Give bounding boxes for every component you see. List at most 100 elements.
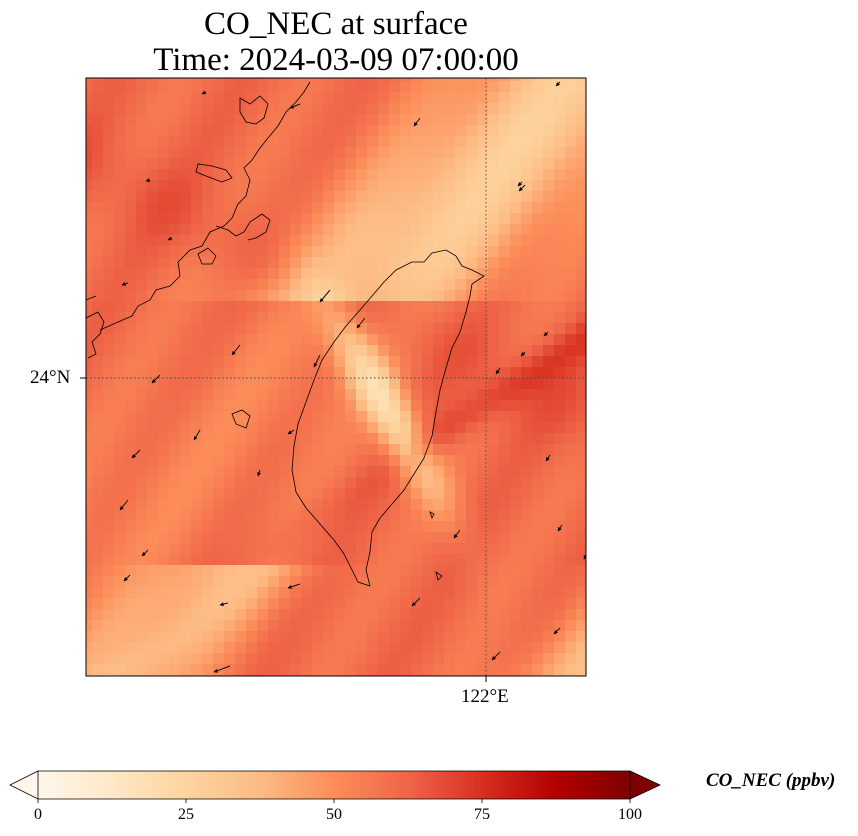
field-cell	[70, 290, 82, 302]
field-cell	[279, 279, 291, 291]
field-cell	[411, 422, 423, 434]
field-cell	[235, 554, 247, 566]
field-cell	[92, 433, 104, 445]
field-cell	[521, 180, 533, 192]
field-cell	[213, 81, 225, 93]
field-cell	[345, 213, 357, 225]
field-cell	[499, 312, 511, 324]
field-cell	[70, 609, 82, 621]
field-cell	[213, 609, 225, 621]
field-cell	[477, 345, 489, 357]
field-cell	[400, 411, 412, 423]
field-cell	[455, 653, 467, 665]
field-cell	[246, 411, 258, 423]
field-cell	[70, 543, 82, 555]
field-cell	[158, 92, 170, 104]
field-cell	[499, 653, 511, 665]
field-cell	[576, 301, 586, 313]
field-cell	[290, 246, 302, 258]
field-cell	[312, 378, 324, 390]
field-cell	[576, 389, 586, 401]
field-cell	[235, 92, 247, 104]
field-cell	[235, 356, 247, 368]
field-cell	[147, 433, 159, 445]
field-cell	[521, 565, 533, 577]
field-cell	[411, 488, 423, 500]
field-cell	[169, 312, 181, 324]
field-cell	[367, 334, 379, 346]
field-cell	[499, 510, 511, 522]
field-cell	[202, 642, 214, 654]
field-cell	[334, 532, 346, 544]
field-cell	[70, 653, 82, 665]
field-cell	[356, 268, 368, 280]
field-cell	[213, 422, 225, 434]
field-cell	[422, 642, 434, 654]
field-cell	[246, 147, 258, 159]
field-cell	[213, 323, 225, 335]
field-cell	[301, 488, 313, 500]
field-cell	[290, 378, 302, 390]
field-cell	[257, 499, 269, 511]
field-cell	[202, 477, 214, 489]
field-cell	[587, 631, 599, 643]
field-cell	[532, 323, 544, 335]
field-cell	[455, 235, 467, 247]
field-cell	[389, 642, 401, 654]
field-cell	[268, 78, 280, 82]
field-cell	[312, 411, 324, 423]
field-cell	[125, 180, 137, 192]
field-cell	[367, 631, 379, 643]
field-cell	[290, 554, 302, 566]
field-cell	[202, 224, 214, 236]
field-cell	[125, 78, 137, 82]
field-cell	[70, 235, 82, 247]
field-cell	[521, 466, 533, 478]
field-cell	[191, 92, 203, 104]
field-cell	[323, 444, 335, 456]
field-cell	[301, 290, 313, 302]
field-cell	[136, 213, 148, 225]
field-cell	[257, 235, 269, 247]
field-cell	[268, 169, 280, 181]
field-cell	[499, 488, 511, 500]
field-cell	[191, 279, 203, 291]
field-cell	[202, 81, 214, 93]
field-cell	[114, 180, 126, 192]
field-cell	[334, 488, 346, 500]
field-cell	[433, 103, 445, 115]
field-cell	[169, 422, 181, 434]
field-cell	[103, 158, 115, 170]
field-cell	[521, 378, 533, 390]
field-cell	[356, 389, 368, 401]
wind-arrow	[319, 289, 331, 303]
field-cell	[235, 565, 247, 577]
field-cell	[598, 92, 610, 104]
field-cell	[180, 466, 192, 478]
field-cell	[136, 455, 148, 467]
field-cell	[378, 433, 390, 445]
field-cell	[70, 477, 82, 489]
field-cell	[532, 587, 544, 599]
field-cell	[455, 444, 467, 456]
field-cell	[246, 686, 258, 698]
field-cell	[422, 576, 434, 588]
field-cell	[169, 169, 181, 181]
field-cell	[400, 202, 412, 214]
field-cell	[543, 290, 555, 302]
field-cell	[301, 246, 313, 258]
field-cell	[345, 378, 357, 390]
field-cell	[92, 565, 104, 577]
field-cell	[532, 576, 544, 588]
field-cell	[466, 136, 478, 148]
field-cell	[224, 510, 236, 522]
field-cell	[158, 477, 170, 489]
field-cell	[235, 279, 247, 291]
field-cell	[455, 477, 467, 489]
field-cell	[268, 334, 280, 346]
field-cell	[510, 301, 522, 313]
field-cell	[257, 81, 269, 93]
field-cell	[576, 565, 586, 577]
field-cell	[334, 367, 346, 379]
field-cell	[224, 400, 236, 412]
